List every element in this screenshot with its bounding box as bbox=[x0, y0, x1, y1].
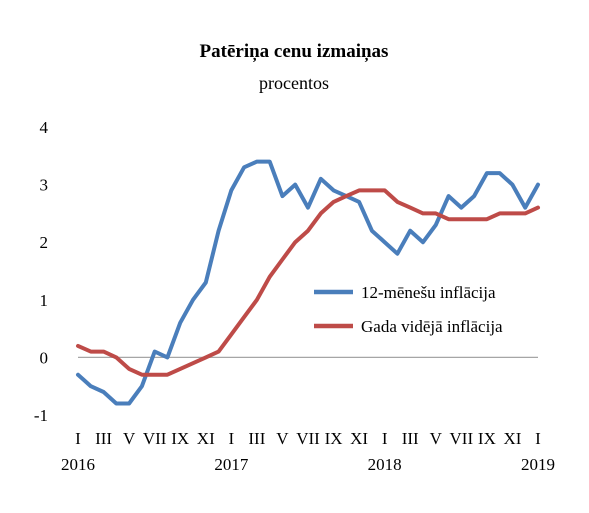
x-tick-label: IX bbox=[325, 429, 343, 448]
y-tick-label: 2 bbox=[40, 233, 49, 252]
x-tick-label: III bbox=[248, 429, 265, 448]
x-tick-label: XI bbox=[350, 429, 368, 448]
x-tick-label: V bbox=[430, 429, 443, 448]
x-tick-label: I bbox=[75, 429, 81, 448]
series-line-1 bbox=[76, 159, 540, 406]
x-tick-label: V bbox=[123, 429, 136, 448]
legend-label-2: Gada vidējā inflācija bbox=[361, 317, 503, 336]
y-tick-label: 0 bbox=[40, 348, 49, 367]
x-tick-label: VII bbox=[450, 429, 474, 448]
x-tick-label: I bbox=[535, 429, 541, 448]
x-tick-label: XI bbox=[503, 429, 521, 448]
x-tick-label: XI bbox=[197, 429, 215, 448]
x-year-label: 2017 bbox=[214, 455, 249, 474]
chart-title: Patēriņa cenu izmaiņas bbox=[200, 41, 389, 62]
y-tick-label: 1 bbox=[40, 291, 49, 310]
x-year-label: 2018 bbox=[368, 455, 402, 474]
x-year-label: 2019 bbox=[521, 455, 555, 474]
x-tick-label: V bbox=[276, 429, 289, 448]
x-tick-label: IX bbox=[478, 429, 496, 448]
series-group bbox=[76, 159, 540, 406]
x-tick-label: VII bbox=[296, 429, 320, 448]
chart-subtitle: procentos bbox=[259, 73, 329, 93]
y-tick-label: 4 bbox=[40, 118, 49, 137]
x-tick-label: III bbox=[95, 429, 112, 448]
x-tick-label: IX bbox=[171, 429, 189, 448]
legend-label-1: 12-mēnešu inflācija bbox=[361, 283, 496, 302]
y-tick-label: -1 bbox=[34, 406, 48, 425]
x-tick-label: III bbox=[402, 429, 419, 448]
x-tick-label: I bbox=[228, 429, 234, 448]
series-line-2 bbox=[76, 188, 540, 377]
x-tick-label: I bbox=[382, 429, 388, 448]
x-year-label: 2016 bbox=[61, 455, 95, 474]
y-tick-label: 3 bbox=[40, 176, 49, 195]
legend: 12-mēnešu inflācija Gada vidējā inflācija bbox=[314, 283, 503, 336]
x-tick-label: VII bbox=[143, 429, 167, 448]
